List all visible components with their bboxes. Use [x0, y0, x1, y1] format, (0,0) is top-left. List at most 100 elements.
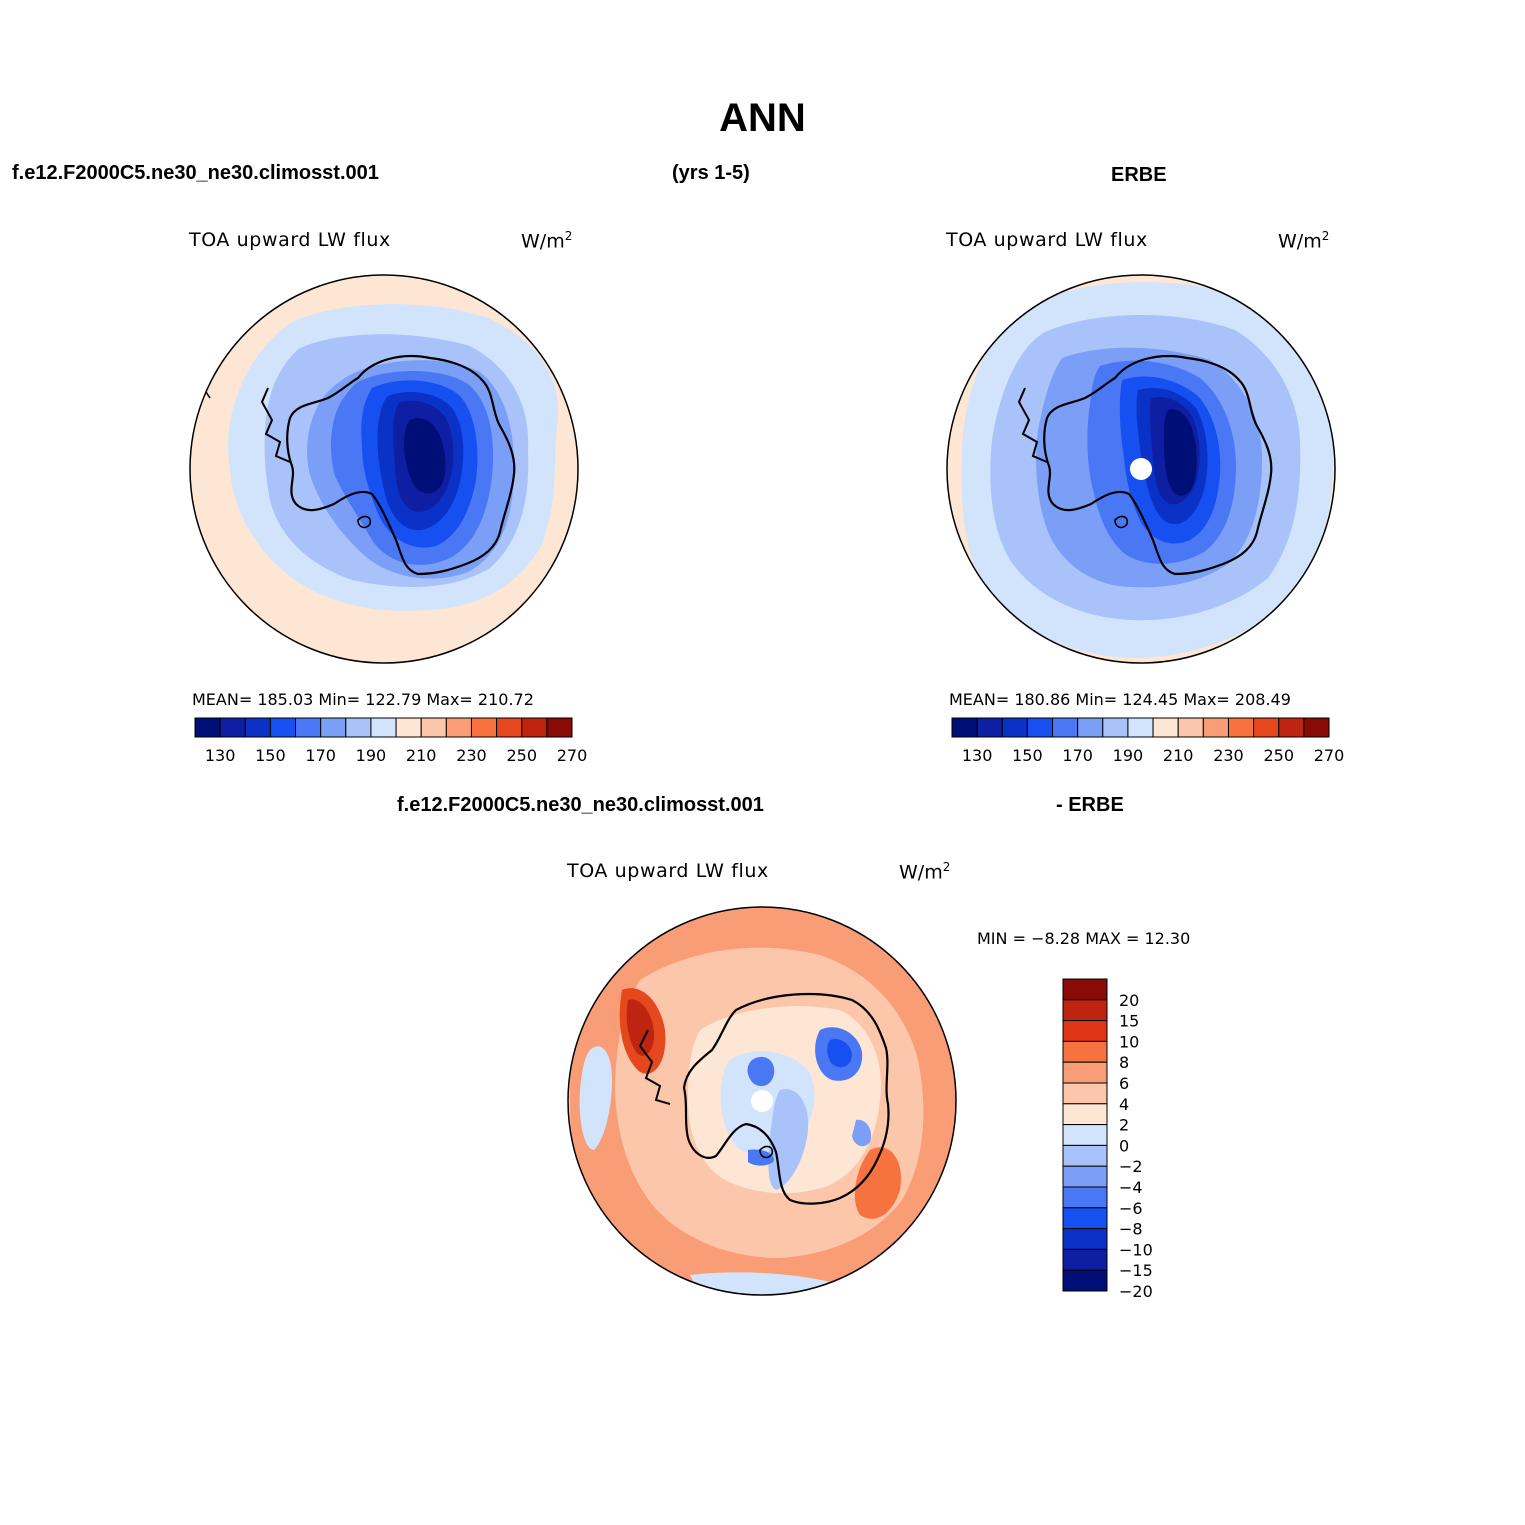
- colorbar-swatch: [1062, 1248, 1108, 1271]
- colorbar-tick-label: 250: [1263, 746, 1294, 765]
- diff-map-border: [567, 906, 957, 1296]
- colorbar-swatch: [1001, 717, 1028, 738]
- model-colorbar: 130 150 170 190 210 230 250 270: [194, 717, 588, 765]
- colorbar-tick-label: 270: [1314, 746, 1345, 765]
- colorbar-swatch: [295, 717, 322, 738]
- colorbar-swatch: [470, 717, 498, 738]
- obs-panel-title: TOA upward LW flux: [946, 229, 1148, 251]
- colorbar-tick-label: 8: [1119, 1053, 1129, 1072]
- colorbar-tick-label: 230: [1213, 746, 1244, 765]
- colorbar-swatch: [269, 717, 297, 738]
- colorbar-swatch: [1062, 1228, 1108, 1250]
- colorbar-swatch: [1062, 978, 1108, 1001]
- colorbar-tick-label: −10: [1119, 1240, 1153, 1259]
- colorbar-swatch: [1062, 1186, 1108, 1209]
- colorbar-tick-label: 190: [1113, 746, 1144, 765]
- diff-panel-title: TOA upward LW flux: [567, 860, 769, 882]
- diff-pole-mask: [751, 1090, 773, 1112]
- colorbar-tick-label: 150: [255, 746, 286, 765]
- colorbar-swatch: [320, 717, 347, 738]
- colorbar-tick-label: 0: [1119, 1136, 1129, 1155]
- colorbar-tick-label: 190: [356, 746, 387, 765]
- colorbar-tick-label: 6: [1119, 1074, 1129, 1093]
- colorbar-swatch: [521, 717, 548, 738]
- colorbar-tick-label: 150: [1012, 746, 1043, 765]
- colorbar-tick-label: −4: [1119, 1178, 1143, 1197]
- model-map: [190, 275, 578, 663]
- colorbar-swatch: [1102, 717, 1129, 738]
- colorbar-swatch: [1062, 1124, 1108, 1146]
- colorbar-tick-label: −15: [1119, 1261, 1153, 1280]
- colorbar-swatch: [1062, 1082, 1108, 1105]
- colorbar-tick-label: 130: [962, 746, 993, 765]
- colorbar-swatch: [1227, 717, 1255, 738]
- colorbar-swatch: [1062, 1020, 1108, 1042]
- colorbar-swatch: [1062, 1103, 1108, 1126]
- model-panel-units: W/m2: [521, 229, 573, 253]
- obs-panel-units: W/m2: [1278, 229, 1330, 253]
- colorbar-swatch: [951, 717, 978, 738]
- colorbar-swatch: [1052, 717, 1079, 738]
- colorbar-swatch: [1062, 1207, 1108, 1230]
- model-panel-stats: MEAN= 185.03 Min= 122.79 Max= 210.72: [192, 690, 534, 709]
- colorbar-swatch: [395, 717, 422, 738]
- colorbar-swatch: [1062, 1061, 1108, 1084]
- colorbar-swatch: [244, 717, 271, 738]
- obs-pole-mask: [1130, 458, 1152, 480]
- colorbar-tick-label: −6: [1119, 1199, 1143, 1218]
- colorbar-swatch: [1278, 717, 1305, 738]
- colorbar-tick-label: 170: [1062, 746, 1093, 765]
- colorbar-swatch: [1062, 1269, 1108, 1292]
- colorbar-swatch: [1202, 717, 1229, 738]
- colorbar-swatch: [219, 717, 246, 738]
- colorbar-tick-label: 270: [557, 746, 588, 765]
- colorbar-swatch: [370, 717, 397, 738]
- colorbar-tick-label: 210: [1163, 746, 1194, 765]
- colorbar-tick-label: 230: [456, 746, 487, 765]
- case-name-label: f.e12.F2000C5.ne30_ne30.climosst.001: [12, 162, 379, 184]
- years-label: (yrs 1-5): [672, 162, 750, 184]
- colorbar-tick-label: 10: [1119, 1032, 1139, 1051]
- colorbar-tick-label: 4: [1119, 1095, 1129, 1114]
- model-panel-title: TOA upward LW flux: [189, 229, 391, 251]
- colorbar-swatch: [1253, 717, 1280, 738]
- diff-obs-label: - ERBE: [1056, 794, 1124, 816]
- colorbar-tick-label: 170: [305, 746, 336, 765]
- colorbar-tick-label: −20: [1119, 1282, 1153, 1301]
- figure-title: ANN: [719, 96, 806, 140]
- colorbar-swatch: [976, 717, 1003, 738]
- colorbar-swatch: [1127, 717, 1154, 738]
- colorbar-swatch: [546, 717, 573, 738]
- diff-panel-stats: MIN = −8.28 MAX = 12.30: [977, 929, 1191, 948]
- obs-colorbar: 130 150 170 190 210 230 250 270: [951, 717, 1345, 765]
- colorbar-swatch: [445, 717, 472, 738]
- colorbar-tick-label: 130: [205, 746, 236, 765]
- obs-panel-stats: MEAN= 180.86 Min= 124.45 Max= 208.49: [949, 690, 1291, 709]
- colorbar-swatch: [1177, 717, 1204, 738]
- diff-panel-units: W/m2: [899, 860, 951, 884]
- colorbar-tick-label: 15: [1119, 1012, 1139, 1031]
- colorbar-swatch: [1062, 1144, 1108, 1167]
- colorbar-tick-label: −2: [1119, 1157, 1143, 1176]
- colorbar-tick-label: 250: [506, 746, 537, 765]
- colorbar-swatch: [1026, 717, 1054, 738]
- colorbar-swatch: [1062, 999, 1108, 1022]
- colorbar-tick-label: 2: [1119, 1116, 1129, 1135]
- obs-map: [947, 275, 1335, 663]
- model-map-border: [189, 274, 579, 664]
- obs-map-border: [946, 274, 1336, 664]
- colorbar-swatch: [1152, 717, 1179, 738]
- colorbar-swatch: [1062, 1165, 1108, 1188]
- colorbar-swatch: [1062, 1040, 1108, 1063]
- colorbar-tick-label: −8: [1119, 1220, 1143, 1239]
- diff-map: [568, 907, 956, 1295]
- colorbar-swatch: [194, 717, 221, 738]
- colorbar-swatch: [496, 717, 523, 738]
- colorbar-swatch: [420, 717, 447, 738]
- colorbar-swatch: [1303, 717, 1330, 738]
- colorbar-swatch: [345, 717, 372, 738]
- colorbar-tick-label: 20: [1119, 991, 1139, 1010]
